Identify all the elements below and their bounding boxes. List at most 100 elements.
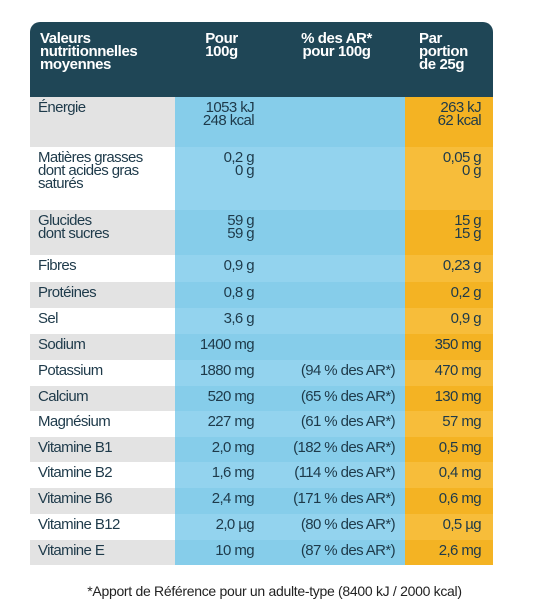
value-cell: 263 kJ 62 kcal (405, 97, 493, 147)
cell-line: 57 mg (442, 413, 481, 430)
cell-line: 59 g (227, 212, 254, 229)
cell-line: 1400 mg (199, 336, 255, 353)
cell-line: 0,5 mg (438, 439, 482, 456)
value-cell: 57 mg (405, 411, 493, 437)
cell-line: Pour (205, 30, 238, 47)
value-cell (268, 210, 405, 255)
value-cell: 2,6 mg (405, 540, 493, 565)
value-cell: 0,6 mg (405, 488, 493, 514)
cell-line: 470 mg (434, 362, 482, 379)
cell-line: Valeurs (40, 30, 91, 47)
value-cell: 2,4 mg (175, 488, 268, 514)
cell-line: Vitamine B1 (38, 439, 113, 456)
value-cell: 470 mg (405, 360, 493, 386)
cell-line: 0 g (234, 162, 255, 179)
cell-line: moyennes (40, 56, 111, 73)
row-label: Vitamine B1 (30, 437, 175, 462)
value-cell: 2,0 µg (175, 514, 268, 540)
value-cell: 130 mg (405, 386, 493, 411)
cell-line: (80 % des AR*) (300, 516, 396, 533)
value-cell: (80 % des AR*) (268, 514, 405, 540)
row-label: Potassium (30, 360, 175, 386)
cell-line: 0,8 g (223, 284, 255, 301)
row-label: Glucides dont sucres (30, 210, 175, 255)
cell-line: 0,9 g (450, 310, 482, 327)
footnote: *Apport de Référence pour un adulte-type… (87, 583, 462, 599)
cell-line: 227 mg (207, 413, 255, 430)
cell-line: Potassium (38, 362, 103, 379)
cell-line: 1880 mg (199, 362, 255, 379)
cell-line: de 25g (419, 56, 465, 73)
value-cell: 227 mg (175, 411, 268, 437)
cell-line: 0,2 g (223, 149, 255, 166)
value-cell: (87 % des AR*) (268, 540, 405, 565)
header-cell: Par portion de 25g (405, 22, 493, 97)
cell-line: Fibres (38, 257, 77, 274)
row-label: Vitamine B6 (30, 488, 175, 514)
cell-line: Sel (38, 310, 58, 327)
cell-line: 100g (205, 43, 238, 60)
value-cell: 1,6 mg (175, 462, 268, 488)
cell-line: Calcium (38, 388, 89, 405)
cell-line: Énergie (38, 99, 86, 116)
cell-line: 15 g (454, 225, 481, 242)
value-cell (268, 308, 405, 334)
row-label: Calcium (30, 386, 175, 411)
value-cell: 0,5 mg (405, 437, 493, 462)
cell-line: 2,6 mg (438, 542, 482, 559)
row-label: Fibres (30, 255, 175, 282)
value-cell: 0,2 g (405, 282, 493, 308)
value-cell: 15 g 15 g (405, 210, 493, 255)
value-cell (268, 97, 405, 147)
cell-line: 2,0 µg (215, 516, 255, 533)
value-cell: (171 % des AR*) (268, 488, 405, 514)
row-label: Sodium (30, 334, 175, 360)
cell-line: 263 kJ (440, 99, 481, 116)
cell-line: Vitamine B6 (38, 490, 113, 507)
value-cell: (114 % des AR*) (268, 462, 405, 488)
value-cell: 0,9 g (405, 308, 493, 334)
value-cell: 1053 kJ 248 kcal (175, 97, 268, 147)
cell-line: 520 mg (207, 388, 255, 405)
row-label: Vitamine E (30, 540, 175, 565)
cell-line: 350 mg (434, 336, 482, 353)
value-cell: 3,6 g (175, 308, 268, 334)
cell-line: Protéines (38, 284, 97, 301)
value-cell: 1880 mg (175, 360, 268, 386)
value-cell: 0,9 g (175, 255, 268, 282)
value-cell: 1400 mg (175, 334, 268, 360)
value-cell: 10 mg (175, 540, 268, 565)
cell-line: 0 g (461, 162, 482, 179)
row-label: Vitamine B12 (30, 514, 175, 540)
header-cell: % des AR* pour 100g (268, 22, 405, 97)
value-cell: 0,23 g (405, 255, 493, 282)
value-cell: (61 % des AR*) (268, 411, 405, 437)
value-cell: 350 mg (405, 334, 493, 360)
cell-line: saturés (38, 175, 84, 192)
cell-line: 248 kcal (202, 112, 255, 129)
cell-line: 3,6 g (223, 310, 255, 327)
cell-line: Vitamine B12 (38, 516, 120, 533)
cell-line: 2,4 mg (211, 490, 255, 507)
value-cell: 0,4 mg (405, 462, 493, 488)
row-label: Matières grasses dont acides gras saturés (30, 147, 175, 210)
cell-line: dont acides gras (38, 162, 139, 179)
value-cell: 520 mg (175, 386, 268, 411)
cell-line: (65 % des AR*) (300, 388, 396, 405)
cell-line: Par (419, 30, 442, 47)
cell-line: Matières grasses (38, 149, 143, 166)
cell-line: 59 g (227, 225, 254, 242)
header-cell: Valeurs nutritionnelles moyennes (30, 22, 175, 97)
row-label: Vitamine B2 (30, 462, 175, 488)
cell-line: dont sucres (38, 225, 110, 242)
value-cell: (94 % des AR*) (268, 360, 405, 386)
cell-line: % des AR* (301, 30, 372, 47)
value-cell: 59 g 59 g (175, 210, 268, 255)
value-cell: 0,8 g (175, 282, 268, 308)
cell-line: 1053 kJ (205, 99, 255, 116)
row-label: Sel (30, 308, 175, 334)
header-cell: Pour 100g (175, 22, 268, 97)
